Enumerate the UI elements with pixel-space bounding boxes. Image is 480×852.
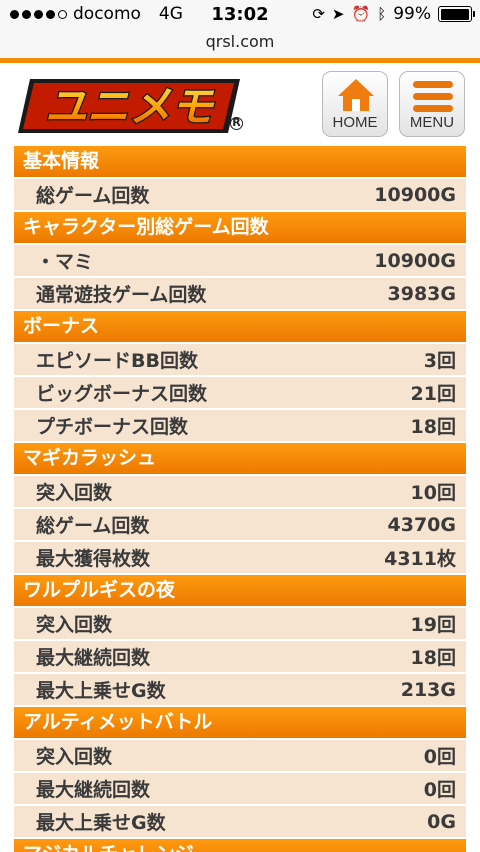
row-value: 0G — [427, 810, 456, 833]
row-label: プチボーナス回数 — [36, 416, 189, 438]
address-bar[interactable]: qrsl.com — [0, 30, 480, 58]
stats-table: 基本情報総ゲーム回数 10900G キャラクター別総ゲーム回数・マミ 10900G 通常… — [14, 146, 466, 852]
bluetooth-icon: ᛒ — [377, 5, 387, 23]
row-label: ビッグボーナス回数 — [36, 383, 208, 405]
network-type: 4G — [158, 4, 183, 24]
row-label: 突入回数 — [36, 746, 113, 768]
table-row: エピソードBB回数 3回 — [14, 344, 466, 375]
status-right: ⟳ ➤ ⏰ ᛒ 99% — [312, 4, 475, 24]
row-label: 最大上乗せG数 — [36, 812, 166, 834]
status-left: docomo 4G — [10, 4, 183, 24]
signal-strength-icon — [10, 9, 67, 19]
battery-icon — [438, 6, 475, 22]
url-text: qrsl.com — [205, 32, 275, 51]
row-label: 最大獲得枚数 — [36, 548, 151, 570]
table-row: プチボーナス回数 18回 — [14, 410, 466, 441]
hamburger-menu-icon — [413, 81, 453, 112]
table-row: ・マミ 10900G — [14, 245, 466, 276]
section-header: マギカラッシュ — [14, 443, 466, 474]
table-row: ビッグボーナス回数 21回 — [14, 377, 466, 408]
row-label: 突入回数 — [36, 614, 113, 636]
carrier-name: docomo — [73, 4, 141, 24]
status-time: 13:02 — [211, 4, 269, 25]
row-label: エピソードBB回数 — [36, 350, 198, 372]
row-value: 21回 — [410, 383, 456, 405]
table-row: 突入回数 0回 — [14, 740, 466, 771]
row-label: 総ゲーム回数 — [36, 185, 150, 207]
row-value: 3983G — [387, 282, 456, 305]
row-label: 最大継続回数 — [36, 647, 151, 669]
orientation-lock-icon: ⟳ — [312, 5, 325, 23]
row-value: 10回 — [410, 482, 456, 504]
row-label: 最大継続回数 — [36, 779, 151, 801]
section-header: アルティメットバトル — [14, 707, 466, 738]
menu-button[interactable]: MENU — [399, 71, 465, 137]
svg-text:ユニメモ: ユニメモ — [45, 82, 215, 131]
row-label: 通常遊技ゲーム回数 — [36, 284, 207, 306]
row-value: 10900G — [374, 183, 456, 206]
row-label: 総ゲーム回数 — [36, 515, 150, 537]
row-value: 18回 — [410, 416, 456, 438]
site-header: ユニメモ R HOME MENU — [0, 63, 480, 143]
row-value: 19回 — [410, 614, 456, 636]
table-row: 突入回数 10回 — [14, 476, 466, 507]
status-bar: docomo 4G 13:02 ⟳ ➤ ⏰ ᛒ 99% — [0, 0, 480, 30]
alarm-icon: ⏰ — [351, 5, 371, 23]
table-row: 最大継続回数 0回 — [14, 773, 466, 804]
row-value: 0回 — [423, 746, 456, 768]
row-value: 213G — [400, 678, 456, 701]
table-row: 突入回数 19回 — [14, 608, 466, 639]
section-header: キャラクター別総ゲーム回数 — [14, 212, 466, 243]
battery-percent: 99% — [393, 4, 431, 24]
section-header: 基本情報 — [14, 146, 466, 177]
home-button[interactable]: HOME — [322, 71, 388, 137]
table-row: 総ゲーム回数 10900G — [14, 179, 466, 210]
row-label: ・マミ — [36, 251, 94, 273]
section-header: ワルプルギスの夜 — [14, 575, 466, 606]
section-header: ボーナス — [14, 311, 466, 342]
registered-mark-icon: R — [230, 117, 243, 130]
row-label: 突入回数 — [36, 482, 113, 504]
location-arrow-icon: ➤ — [331, 5, 345, 23]
menu-label: MENU — [409, 114, 455, 131]
table-row: 通常遊技ゲーム回数 3983G — [14, 278, 466, 309]
battery-fill — [440, 8, 470, 20]
table-row: 最大獲得枚数 4311枚 — [14, 542, 466, 573]
row-value: 10900G — [374, 249, 456, 272]
table-row: 最大上乗せG数 213G — [14, 674, 466, 705]
row-value: 18回 — [410, 647, 456, 669]
table-row: 最大上乗せG数 0G — [14, 806, 466, 837]
row-value: 3回 — [423, 350, 456, 372]
row-value: 4370G — [387, 513, 456, 536]
table-row: 総ゲーム回数 4370G — [14, 509, 466, 540]
home-label: HOME — [332, 114, 378, 131]
home-icon — [338, 79, 374, 111]
section-header: マジカルチャレンジ — [14, 839, 466, 852]
row-label: 最大上乗せG数 — [36, 680, 166, 702]
table-row: 最大継続回数 18回 — [14, 641, 466, 672]
site-logo[interactable]: ユニメモ — [18, 77, 240, 135]
row-value: 4311枚 — [384, 548, 456, 570]
row-value: 0回 — [423, 779, 456, 801]
header-accent-line — [0, 58, 480, 63]
